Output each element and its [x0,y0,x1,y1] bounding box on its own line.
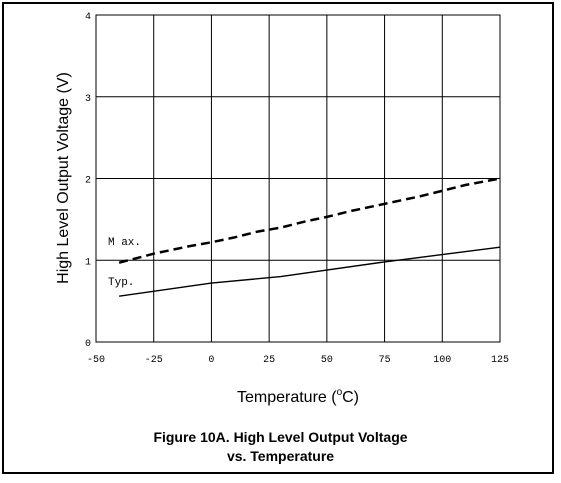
y-tick-label: 3 [85,94,91,105]
x-tick-label: 100 [433,355,451,366]
x-tick-label: 25 [263,355,275,366]
x-tick-label: -50 [87,355,105,366]
x-tick-label: 125 [491,355,509,366]
y-tick-label: 0 [85,339,91,350]
x-tick-label: 0 [208,355,214,366]
figure-caption: Figure 10A. High Level Output Voltage vs… [0,428,561,466]
series-line-typ [119,246,501,297]
x-axis-label: Temperature (oC) [237,387,359,406]
y-axis-label: High Level Output Voltage (V) [55,72,72,284]
x-tick-label: -25 [145,355,163,366]
grid [95,14,501,343]
tick-labels: -50 -25 0 25 50 75 100 125 0 1 2 3 4 [85,12,509,366]
x-tick-label: 75 [379,355,391,366]
y-tick-label: 2 [85,176,91,187]
series-line-max [118,177,501,264]
x-tick-label: 50 [321,355,333,366]
caption-line-1: Figure 10A. High Level Output Voltage [153,429,408,445]
y-tick-label: 4 [85,12,91,23]
series-label-max: M ax. [108,237,141,249]
y-tick-label: 1 [85,257,91,268]
series-layer [118,177,501,297]
caption-line-2: vs. Temperature [226,448,335,464]
figure-frame [2,2,554,474]
series-label-typ: Typ. [108,277,134,289]
chart: -50 -25 0 25 50 75 100 125 0 1 2 3 4 M ax. Typ. Temp… [55,12,509,406]
